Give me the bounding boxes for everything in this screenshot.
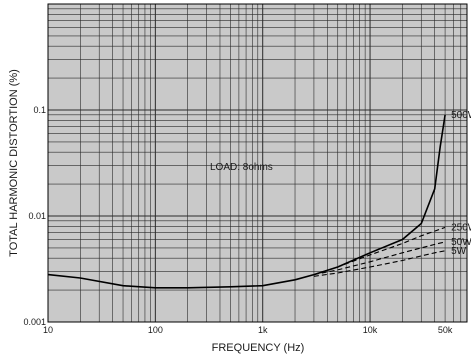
series-label-250w: 250W	[451, 222, 471, 233]
x-tick-label: 100	[148, 325, 163, 335]
series-layer	[47, 114, 446, 289]
x-tick-labels: 10 100 1k 10k 50k	[43, 325, 453, 335]
y-tick-label: 0.1	[33, 105, 46, 115]
x-tick-label: 10k	[363, 325, 378, 335]
x-tick-label: 50k	[438, 325, 453, 335]
series-line-50w	[313, 241, 446, 276]
series-line-500w	[47, 114, 446, 289]
plot-frame	[47, 3, 468, 323]
series-label-50w: 50W	[451, 237, 471, 248]
y-tick-label: 0.01	[28, 211, 46, 221]
y-axis-label: TOTAL HARMONIC DISTORTION (%)	[8, 69, 20, 257]
load-annotation: LOAD: 8ohms	[210, 162, 273, 173]
series-label-5w: 5W	[451, 246, 467, 257]
series-line-250w	[313, 226, 446, 276]
series-line-5w	[313, 250, 446, 277]
series-label-500w: 500W	[451, 110, 471, 121]
x-tick-label: 1k	[258, 325, 268, 335]
y-tick-label: 0.001	[23, 317, 46, 327]
x-axis-label: FREQUENCY (Hz)	[212, 342, 305, 354]
y-tick-labels: 0.001 0.01 0.1	[23, 105, 46, 327]
x-tick-label: 10	[43, 325, 53, 335]
